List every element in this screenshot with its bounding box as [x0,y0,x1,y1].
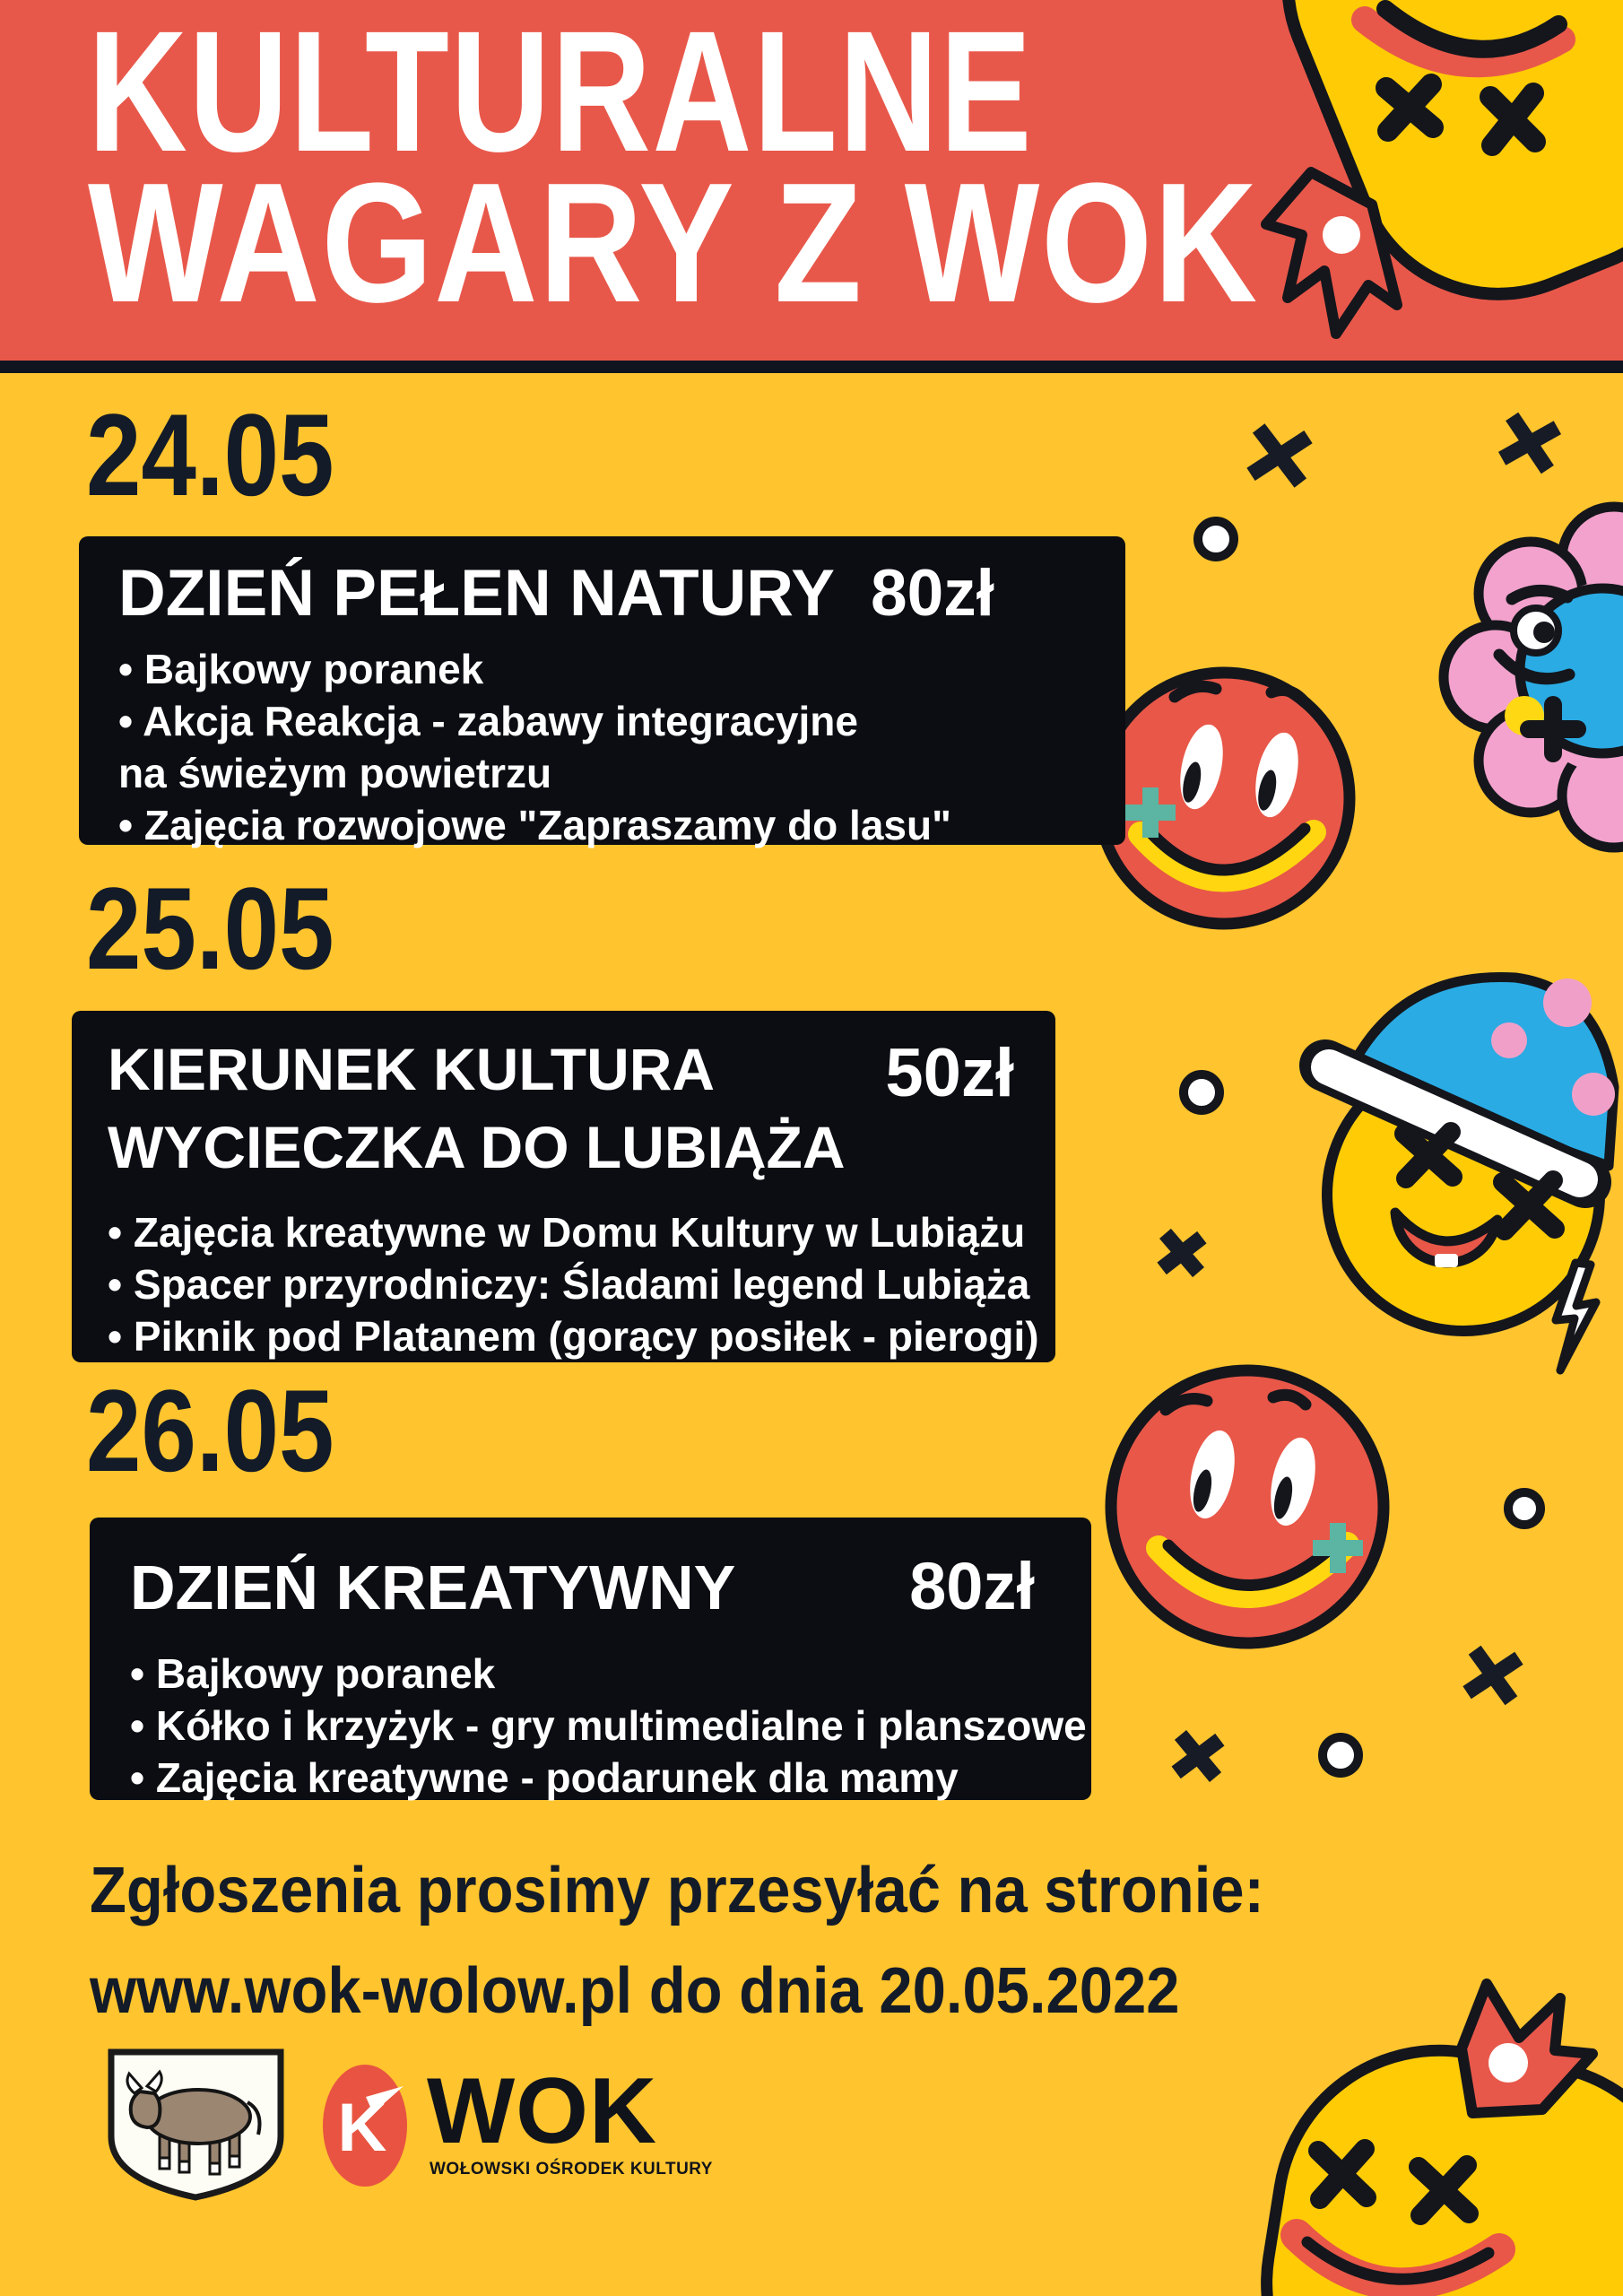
event-detail: • Spacer przyrodniczy: Śladami legend Lu… [108,1261,1030,1308]
bull-icon [126,2069,262,2176]
wok-badge-logo: K [323,2065,407,2187]
event-detail: • Akcja Reakcja - zabawy integracyjne [118,698,858,744]
coat-of-arms-bull-logo [108,2048,284,2201]
poster-title-line1: KULTURALNE [88,0,1034,187]
event-price-1: 80zł [870,557,994,630]
event-detail: • Piknik pod Platanem (gorący posiłek - … [108,1313,1039,1360]
event-card-2: KIERUNEK KULTURA WYCIECZKA DO LUBIĄŻA 50… [72,1011,1055,1362]
event-detail: na świeżym powietrzu [118,750,552,796]
event-price-2: 50zł [885,1035,1014,1111]
wok-subtitle: WOŁOWSKI OŚRODEK KULTURY [430,2160,713,2179]
event-price-3: 80zł [909,1549,1035,1623]
wing-icon [366,2086,404,2113]
poster-title-line2: WAGARY Z WOK [88,148,1259,338]
event-title-1: DZIEŃ PEŁEN NATURY [118,557,835,630]
wok-name: WOK [427,2059,658,2163]
event-detail: • Zajęcia kreatywne - podarunek dla mamy [130,1754,959,1801]
event-title-2b: WYCIECZKA DO LUBIĄŻA [108,1114,846,1180]
event-date-3: 26.05 [86,1365,334,1496]
event-date-1: 24.05 [86,389,334,520]
event-detail: • Kółko i krzyżyk - gry multimedialne i … [130,1702,1087,1749]
submission-note: Zgłoszenia prosimy przesyłać na stronie:… [90,1840,1264,2041]
event-detail: • Bajkowy poranek [130,1650,496,1697]
event-title-2a: KIERUNEK KULTURA [108,1036,716,1102]
event-card-3: DZIEŃ KREATYWNY 80zł • Bajkowy poranek •… [90,1518,1091,1801]
submission-note-line1: Zgłoszenia prosimy przesyłać na stronie: [90,1855,1264,1926]
event-card-1: DZIEŃ PEŁEN NATURY 80zł • Bajkowy porane… [79,536,1125,848]
submission-note-line2: www.wok-wolow.pl do dnia 20.05.2022 [90,1955,1180,2027]
event-detail: • Zajęcia rozwojowe "Zapraszamy do lasu" [118,802,951,848]
event-detail: • Zajęcia kreatywne w Domu Kultury w Lub… [108,1209,1026,1256]
event-title-3: DZIEŃ KREATYWNY [130,1552,736,1622]
event-date-2: 25.05 [86,863,334,994]
event-detail: • Bajkowy poranek [118,646,484,692]
